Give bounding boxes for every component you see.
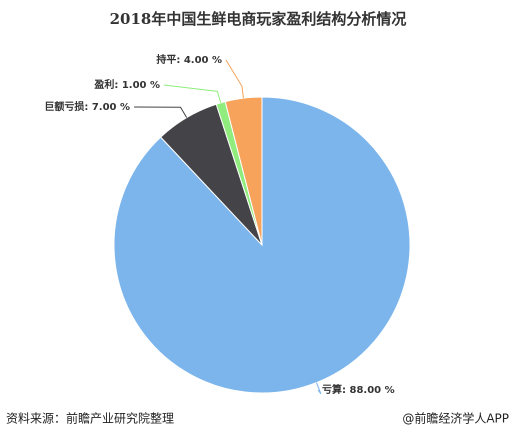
leader-line: [316, 382, 322, 395]
brand: @前瞻经济学人APP: [402, 411, 509, 426]
value-label: 1.00 %: [122, 80, 160, 91]
data-label: 巨额亏损: 7.00 %: [44, 100, 130, 113]
leader-line: [225, 59, 244, 99]
category-name: 亏算: [322, 383, 342, 396]
value-label: 88.00 %: [349, 385, 394, 396]
pie-slice: [224, 96, 263, 246]
category-name: 盈利: [93, 78, 114, 91]
source: 资料来源：前瞻产业研究院整理: [6, 411, 174, 426]
separator: :: [342, 385, 349, 396]
separator: :: [114, 80, 121, 91]
category-name: 持平: [156, 53, 176, 66]
separator: :: [176, 55, 183, 66]
chart-title: 2018年中国生鲜电商玩家盈利结构分析情况: [110, 10, 407, 28]
data-label: 盈利: 1.00 %: [93, 78, 160, 91]
leader-line: [163, 84, 222, 104]
data-label: 持平: 4.00 %: [156, 53, 222, 66]
value-label: 4.00 %: [184, 55, 222, 66]
data-label: 亏算: 88.00 %: [322, 383, 395, 396]
value-label: 7.00 %: [92, 102, 130, 113]
leader-line: [133, 106, 188, 118]
separator: :: [84, 102, 91, 113]
category-name: 巨额亏损: [44, 100, 84, 113]
